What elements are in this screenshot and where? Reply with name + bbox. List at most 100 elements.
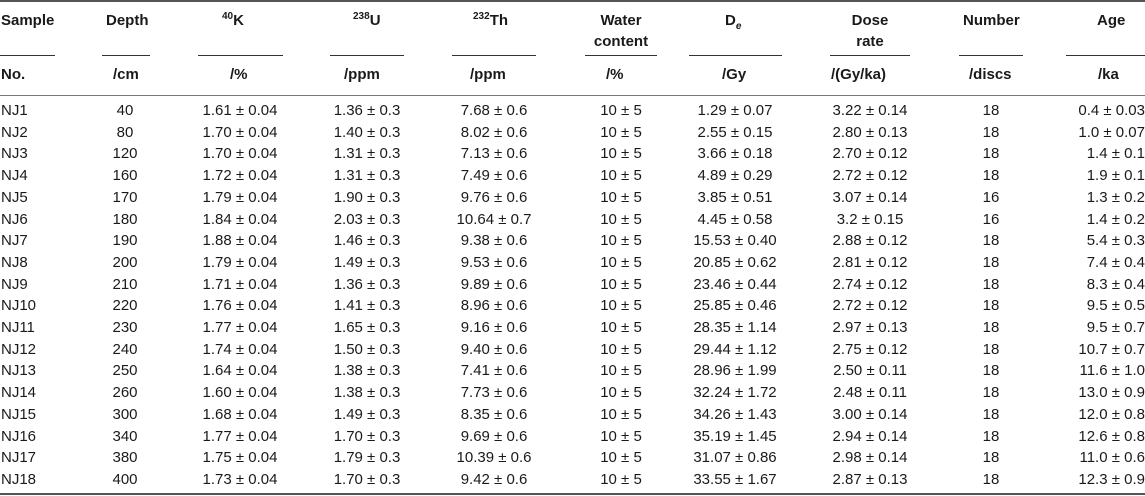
table-cell: 1.31 ± 0.3 (333, 167, 401, 185)
table-cell: NJ11 (1, 319, 35, 336)
table-cell: 1.77 ± 0.04 (202, 427, 278, 445)
table-row: NJ9 210 1.71 ± 0.04 1.36 ± 0.3 9.89 ± 0.6 10 … (0, 274, 1145, 295)
table-cell: 1.9 ± 0.1 (1086, 167, 1145, 185)
table-cell: 9.38 ± 0.6 (460, 232, 528, 250)
table-cell: 1.68 ± 0.04 (202, 405, 278, 423)
table-cell: 1.70 ± 0.04 (202, 145, 278, 163)
table-cell: 200 (112, 253, 138, 271)
table-cell: 18 (982, 405, 1000, 423)
table-cell: 9.53 ± 0.6 (460, 253, 528, 271)
table-cell: 220 (112, 297, 138, 315)
table-cell: 11.0 ± 0.6 (1079, 449, 1145, 467)
table-cell: 120 (112, 145, 138, 163)
table-cell: 10.39 ± 0.6 (456, 449, 532, 467)
table-cell: 18 (982, 102, 1000, 119)
table-cell: 10 ± 5 (600, 319, 642, 336)
table-row: NJ10 220 1.76 ± 0.04 1.41 ± 0.3 8.96 ± 0.6 10… (0, 295, 1145, 316)
header-water-content: Water content (593, 12, 649, 50)
table-cell: 1.79 ± 0.04 (202, 253, 278, 271)
header-underline (830, 55, 910, 56)
table-cell: 9.69 ± 0.6 (460, 427, 528, 445)
header-underline (585, 55, 657, 56)
table-cell: 5.4 ± 0.3 (1086, 232, 1145, 250)
header-thorium: 232Th (473, 11, 509, 30)
header-underline (959, 55, 1023, 56)
table-cell: 10 ± 5 (600, 275, 642, 293)
table-cell: 10 ± 5 (600, 362, 642, 380)
table-cell: 12.6 ± 0.8 (1078, 427, 1145, 445)
header-equivalent-dose: De (725, 12, 742, 32)
table-cell: 80 (116, 123, 134, 141)
table-cell: 1.49 ± 0.3 (333, 253, 401, 271)
table-cell: 7.73 ± 0.6 (460, 384, 528, 402)
table-cell: 2.74 ± 0.12 (832, 275, 908, 293)
header-uranium: 238U (353, 11, 381, 30)
table-cell: 1.72 ± 0.04 (202, 167, 278, 185)
table-cell: NJ12 (1, 340, 37, 358)
table-cell: 4.45 ± 0.58 (697, 210, 773, 228)
table-cell: 1.4 ± 0.1 (1086, 145, 1145, 163)
table-cell: 10 ± 5 (600, 384, 642, 402)
table-cell: 10 ± 5 (600, 449, 642, 467)
table-cell: 9.40 ± 0.6 (460, 340, 528, 358)
table-row: NJ12 240 1.74 ± 0.04 1.50 ± 0.3 9.40 ± 0.6 10… (0, 339, 1145, 360)
table-cell: 2.75 ± 0.12 (832, 340, 908, 358)
table-cell: 4.89 ± 0.29 (697, 167, 773, 185)
table-cell: 18 (982, 427, 1000, 445)
header-potassium: 40K (222, 11, 244, 30)
table-top-rule (0, 0, 1145, 2)
unit-number: /discs (969, 66, 1012, 83)
unit-potassium: /% (230, 66, 248, 83)
table-cell: 18 (982, 232, 1000, 250)
table-cell: 40 (116, 102, 134, 119)
table-cell: 2.03 ± 0.3 (333, 210, 401, 228)
table-cell: 1.3 ± 0.2 (1086, 188, 1145, 206)
table-cell: 1.84 ± 0.04 (202, 210, 278, 228)
table-row: NJ16 340 1.77 ± 0.04 1.70 ± 0.3 9.69 ± 0.6 10… (0, 426, 1145, 447)
table-cell: 18 (982, 340, 1000, 358)
table-cell: 260 (112, 384, 138, 402)
table-cell: 11.6 ± 1.0 (1079, 362, 1145, 380)
table-cell: 9.16 ± 0.6 (460, 319, 528, 336)
table-cell: 1.74 ± 0.04 (202, 340, 278, 358)
header-number: Number (963, 12, 1020, 29)
table-cell: 10 ± 5 (600, 470, 642, 488)
table-cell: 10 ± 5 (600, 188, 642, 206)
table-cell: NJ10 (1, 297, 37, 315)
table-cell: NJ7 (1, 232, 28, 250)
header-depth: Depth (106, 12, 149, 29)
table-cell: 1.41 ± 0.3 (333, 297, 401, 315)
table-cell: 0.4 ± 0.03 (1078, 102, 1145, 119)
table-cell: 400 (112, 470, 138, 488)
table-cell: 23.46 ± 0.44 (693, 275, 777, 293)
table-cell: NJ17 (1, 449, 37, 467)
table-cell: 10 ± 5 (600, 297, 642, 315)
table-cell: 300 (112, 405, 138, 423)
table-cell: 16 (982, 210, 1000, 228)
table-cell: 1.29 ± 0.07 (697, 102, 773, 119)
table-row: NJ1 40 1.61 ± 0.04 1.36 ± 0.3 7.68 ± 0.6 10 ±… (0, 100, 1145, 121)
table-cell: NJ18 (1, 470, 37, 488)
table-row: NJ5 170 1.79 ± 0.04 1.90 ± 0.3 9.76 ± 0.6 10 … (0, 187, 1145, 208)
table-cell: 2.72 ± 0.12 (832, 297, 908, 315)
table-cell: 25.85 ± 0.46 (693, 297, 777, 315)
table-cell: 1.38 ± 0.3 (333, 384, 401, 402)
table-cell: 10.64 ± 0.7 (456, 210, 532, 228)
unit-age: /ka (1098, 66, 1119, 83)
table-cell: 2.55 ± 0.15 (697, 123, 773, 141)
table-cell: 9.5 ± 0.7 (1086, 319, 1145, 336)
table-cell: 35.19 ± 1.45 (693, 427, 777, 445)
table-cell: 31.07 ± 0.86 (693, 449, 777, 467)
table-cell: 13.0 ± 0.9 (1078, 384, 1145, 402)
table-cell: 10 ± 5 (600, 253, 642, 271)
table-cell: 18 (982, 384, 1000, 402)
unit-thorium: /ppm (470, 66, 506, 83)
table-cell: 340 (112, 427, 138, 445)
unit-uranium: /ppm (344, 66, 380, 83)
table-bottom-rule (0, 493, 1145, 495)
header-underline (452, 55, 536, 56)
table-cell: 3.66 ± 0.18 (697, 145, 773, 163)
table-cell: 18 (982, 145, 1000, 163)
table-cell: 18 (982, 275, 1000, 293)
